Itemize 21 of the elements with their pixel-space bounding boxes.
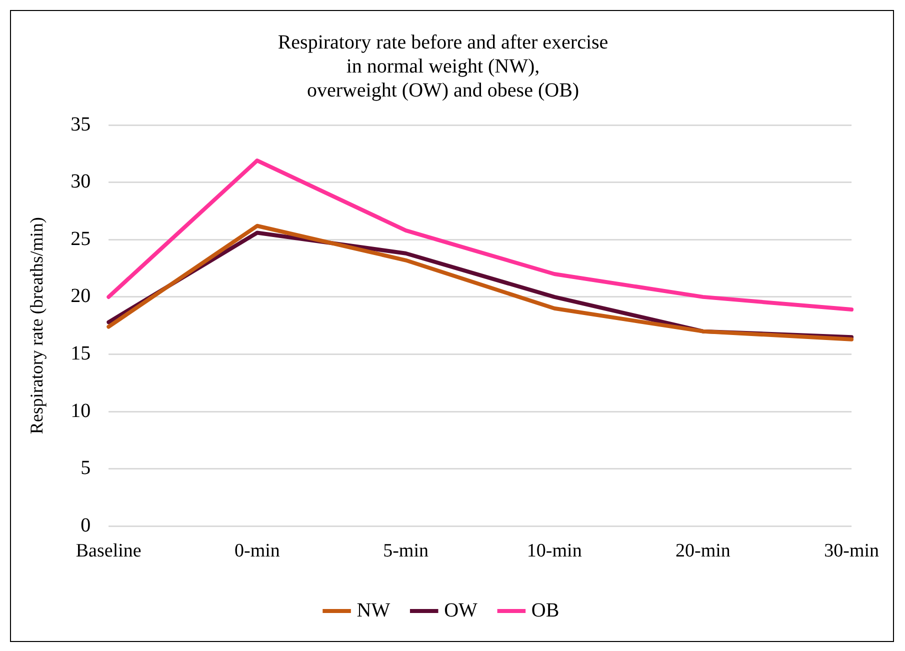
legend-label: OW (444, 599, 478, 622)
y-tick-label: 20 (70, 285, 91, 308)
y-tick-label: 5 (80, 457, 91, 480)
y-tick-label: 25 (70, 228, 91, 250)
y-tick-label: 0 (80, 514, 91, 536)
x-tick-label: 5-min (383, 540, 429, 562)
x-tick-label: 30-min (824, 540, 880, 562)
y-tick-label: 35 (70, 113, 91, 136)
text: Respiratory rate before and after exercise (278, 31, 608, 54)
y-tick-label: 10 (70, 400, 91, 422)
legend-label: NW (356, 599, 390, 622)
y-tick-label: 15 (70, 342, 91, 365)
text: overweight (OW) and obese (OB) (306, 79, 580, 102)
x-tick-label: Baseline (76, 540, 142, 562)
x-tick-label: 20-min (676, 540, 731, 562)
x-tick-label: 10-min (526, 540, 582, 562)
legend-label: OB (531, 599, 560, 622)
text: in normal weight (NW), (346, 55, 540, 78)
x-tick-label: 0-min (234, 540, 280, 562)
y-tick-label: 30 (70, 170, 91, 193)
y-axis-title: Respiratory rate (breaths/min) (26, 217, 47, 434)
